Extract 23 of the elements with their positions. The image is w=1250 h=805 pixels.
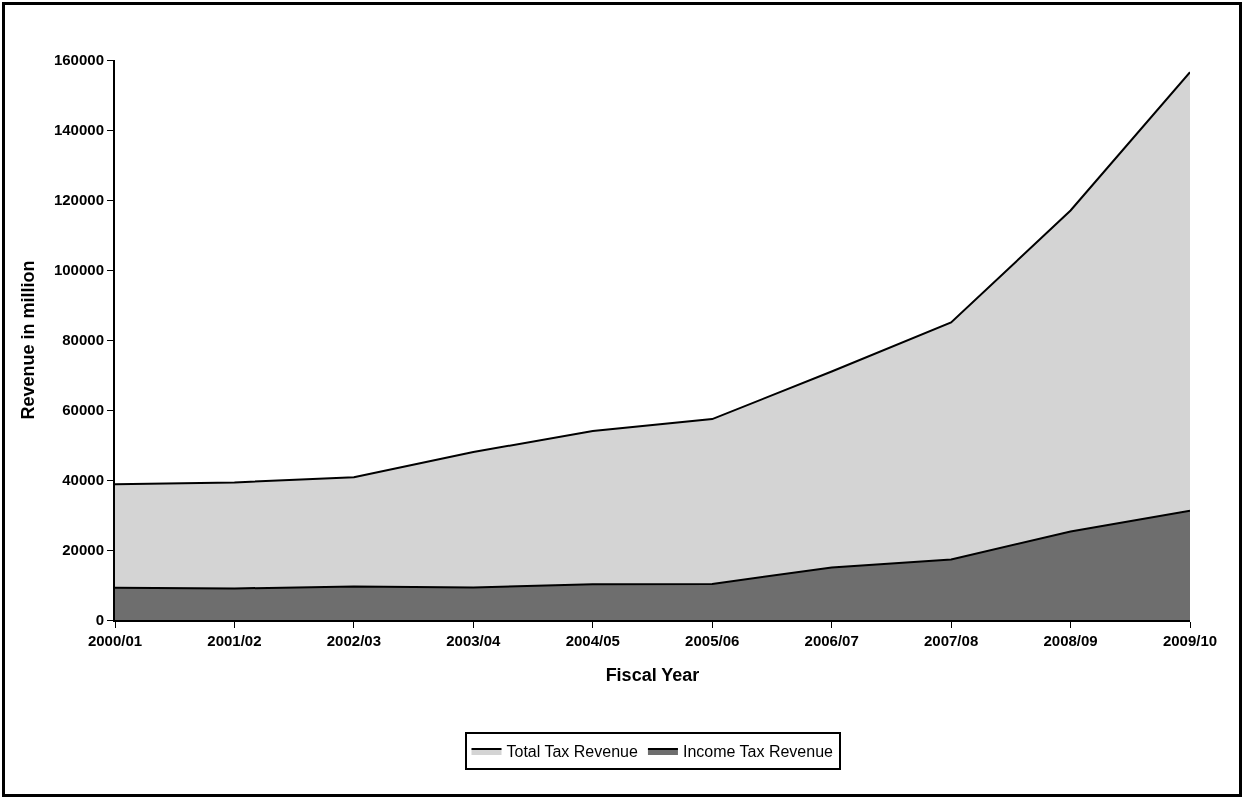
y-tick-label: 20000 bbox=[62, 541, 104, 559]
x-tick-label: 2007/08 bbox=[923, 632, 979, 649]
y-tick-label: 60000 bbox=[62, 401, 104, 419]
y-tick-label: 100000 bbox=[53, 261, 104, 279]
x-tick-label: 2008/09 bbox=[1043, 632, 1098, 649]
x-axis-title: Fiscal Year bbox=[605, 664, 700, 685]
x-tick-label: 2005/06 bbox=[685, 632, 740, 649]
y-tick-label: 120000 bbox=[53, 191, 104, 209]
y-tick-label: 40000 bbox=[62, 471, 104, 489]
x-tick-label: 2000/01 bbox=[87, 632, 143, 649]
legend-label: Total Tax Revenue bbox=[506, 743, 638, 761]
y-axis-title: Revenue in million bbox=[17, 260, 38, 420]
x-tick-label: 2002/03 bbox=[326, 632, 382, 649]
x-tick-label: 2003/04 bbox=[446, 632, 502, 649]
legend-label: Income Tax Revenue bbox=[682, 743, 834, 761]
x-tick-label: 2001/02 bbox=[207, 632, 262, 649]
y-tick-label: 0 bbox=[95, 611, 104, 629]
x-tick-label: 2004/05 bbox=[565, 632, 620, 649]
y-tick-label: 80000 bbox=[62, 331, 104, 349]
y-tick-label: 160000 bbox=[53, 51, 104, 69]
y-tick-label: 140000 bbox=[53, 121, 104, 139]
x-tick-label: 2009/10 bbox=[1162, 632, 1218, 649]
x-tick-label: 2006/07 bbox=[804, 632, 859, 649]
